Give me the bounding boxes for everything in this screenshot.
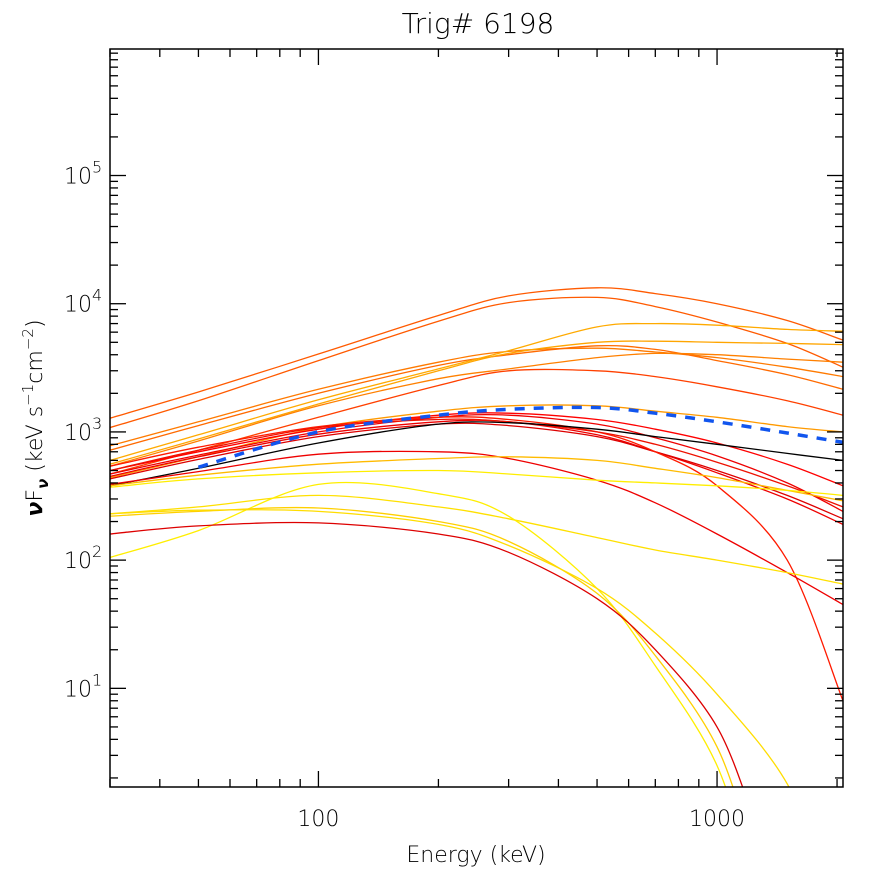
y-tick-label: 105 <box>64 158 102 190</box>
series-line-amber-19 <box>110 456 843 502</box>
y-axis-label: νFν (keV s−1cm−2) <box>19 319 52 516</box>
series-line-yellow-21 <box>110 494 843 585</box>
series-line-amber-5 <box>110 322 843 462</box>
series-line-red-10 <box>110 412 843 487</box>
series-line-red-13 <box>110 422 843 520</box>
plot-frame <box>109 48 844 788</box>
y-label-sub: ν <box>34 479 52 489</box>
y-tick-label: 104 <box>64 286 102 318</box>
y-tick-label: 103 <box>64 414 102 446</box>
y-tick-label: 101 <box>64 670 102 702</box>
svg-text:νFν (keV s−1cm−2): νFν (keV s−1cm−2) <box>19 319 52 516</box>
y-tick-labels: 101 102 103 104 105 <box>64 158 102 703</box>
y-label-f: F <box>23 489 48 502</box>
x-axis-label: Energy (keV) <box>406 843 545 868</box>
series-layer <box>110 287 843 787</box>
series-line-yellow-23 <box>110 506 734 787</box>
y-tick-label: 102 <box>64 542 102 574</box>
series-line-orange-7 <box>110 352 843 467</box>
series-line-yellow-20 <box>110 469 843 497</box>
y-label-sup1: −1 <box>19 384 37 406</box>
y-label-unit-a: (keV s <box>23 406 48 479</box>
y-label-sup2: −2 <box>19 328 37 350</box>
series-line-amber-6 <box>110 340 843 465</box>
series-line-yellow-22 <box>110 481 727 787</box>
series-line-red-25 <box>110 521 744 787</box>
y-label-unit-b: cm <box>23 350 48 384</box>
series-line-orange-4 <box>110 344 843 451</box>
series-line-red-14 <box>110 416 843 702</box>
series-line-black-16 <box>110 421 843 487</box>
series-line-red-11 <box>110 413 843 512</box>
series-line-red-18 <box>110 450 843 606</box>
x-tick-labels: 100 1000 <box>297 807 745 832</box>
series-line-yellow-24 <box>110 509 790 787</box>
x-tick-label: 100 <box>297 807 339 832</box>
series-line-orange-red-1 <box>110 287 843 419</box>
series-line-orange-3 <box>110 347 843 447</box>
y-label-unit-c: ) <box>23 319 48 328</box>
x-tick-label: 1000 <box>689 807 745 832</box>
chart-title: Trig# 6198 <box>402 7 555 40</box>
series-line-orange-red-2 <box>110 296 843 429</box>
ticks-layer <box>109 49 843 787</box>
y-label-nu: ν <box>23 502 48 517</box>
